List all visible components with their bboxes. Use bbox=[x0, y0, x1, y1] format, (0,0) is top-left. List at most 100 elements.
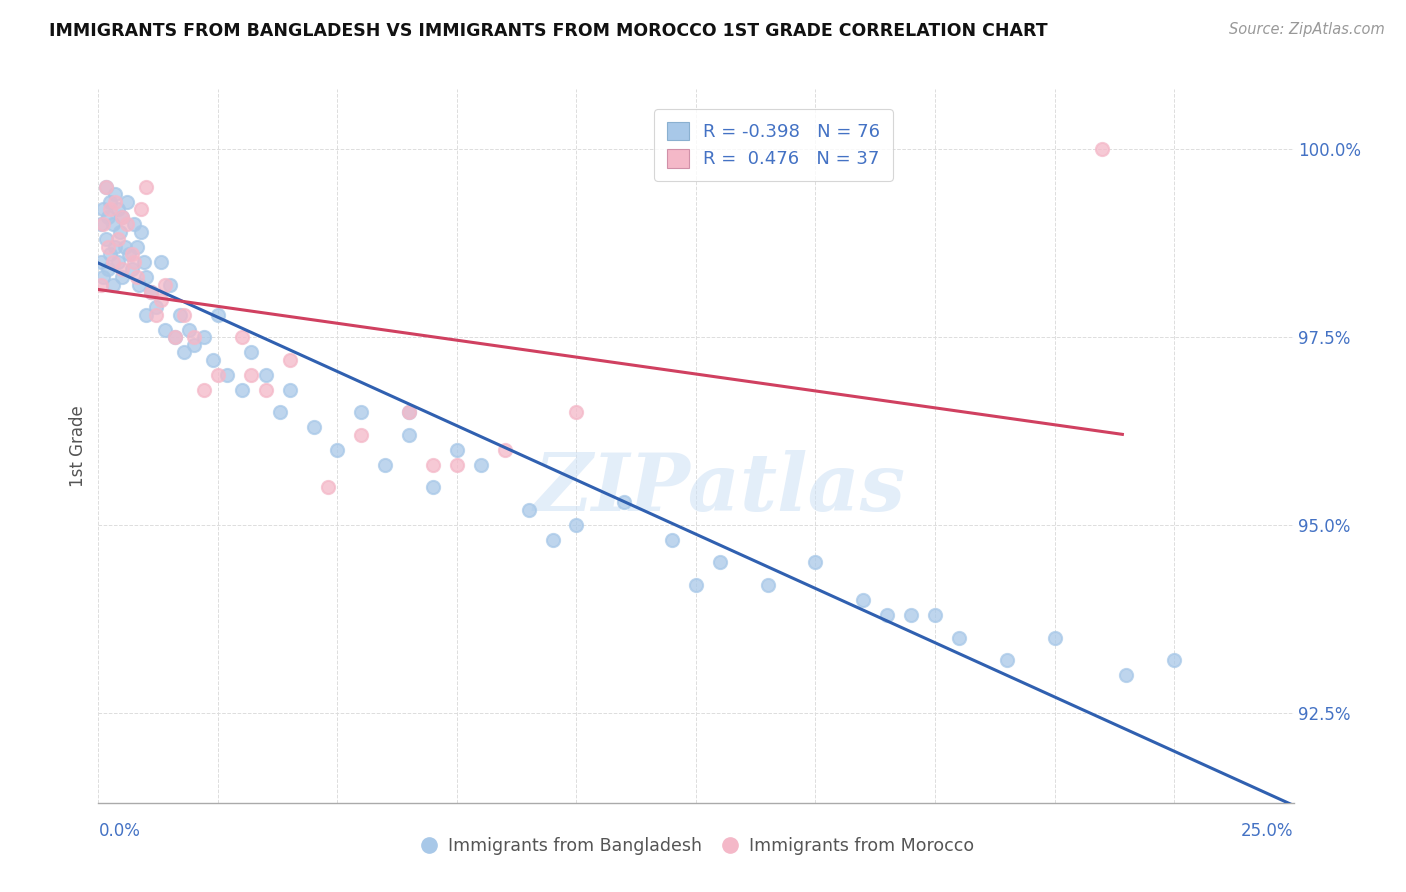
Point bbox=[145, 300, 167, 314]
Point bbox=[446, 442, 468, 457]
Point bbox=[135, 179, 157, 194]
Point bbox=[756, 578, 779, 592]
Point bbox=[104, 240, 127, 254]
Point bbox=[101, 277, 124, 292]
Point bbox=[494, 442, 516, 457]
Point bbox=[121, 247, 143, 261]
Point bbox=[613, 495, 636, 509]
Text: IMMIGRANTS FROM BANGLADESH VS IMMIGRANTS FROM MOROCCO 1ST GRADE CORRELATION CHAR: IMMIGRANTS FROM BANGLADESH VS IMMIGRANTS… bbox=[49, 22, 1047, 40]
Point bbox=[91, 270, 114, 285]
Point bbox=[107, 202, 129, 217]
Point bbox=[470, 458, 492, 472]
Point bbox=[541, 533, 564, 547]
Point bbox=[207, 368, 229, 382]
Point bbox=[876, 607, 898, 622]
Point bbox=[97, 262, 120, 277]
Point bbox=[97, 240, 120, 254]
Point bbox=[852, 593, 875, 607]
Point bbox=[125, 240, 148, 254]
Point bbox=[398, 405, 420, 419]
Point bbox=[91, 218, 114, 232]
Point bbox=[422, 480, 444, 494]
Point bbox=[254, 368, 277, 382]
Point bbox=[101, 218, 124, 232]
Point bbox=[91, 202, 114, 217]
Point bbox=[278, 383, 301, 397]
Point bbox=[163, 330, 186, 344]
Point bbox=[111, 210, 134, 224]
Point bbox=[98, 202, 122, 217]
Point bbox=[995, 653, 1018, 667]
Point bbox=[94, 232, 117, 246]
Point bbox=[661, 533, 683, 547]
Point bbox=[1043, 631, 1066, 645]
Point bbox=[139, 285, 162, 299]
Point bbox=[155, 277, 177, 292]
Point bbox=[135, 308, 157, 322]
Point bbox=[804, 556, 827, 570]
Point bbox=[183, 337, 205, 351]
Point bbox=[97, 210, 120, 224]
Point bbox=[685, 578, 707, 592]
Point bbox=[169, 308, 191, 322]
Point bbox=[124, 255, 146, 269]
Point bbox=[125, 270, 148, 285]
Point bbox=[124, 218, 146, 232]
Point bbox=[139, 285, 162, 299]
Point bbox=[111, 210, 134, 224]
Point bbox=[302, 420, 325, 434]
Point bbox=[118, 247, 141, 261]
Point bbox=[517, 503, 540, 517]
Point bbox=[202, 352, 225, 367]
Point bbox=[350, 427, 373, 442]
Point bbox=[193, 383, 215, 397]
Point bbox=[98, 194, 122, 209]
Point bbox=[132, 255, 155, 269]
Point bbox=[900, 607, 922, 622]
Point bbox=[179, 322, 201, 336]
Point bbox=[1091, 142, 1114, 156]
Point bbox=[121, 262, 143, 277]
Point bbox=[111, 262, 134, 277]
Point bbox=[173, 308, 195, 322]
Point bbox=[278, 352, 301, 367]
Point bbox=[254, 383, 277, 397]
Point bbox=[90, 218, 112, 232]
Point bbox=[193, 330, 215, 344]
Point bbox=[107, 255, 129, 269]
Point bbox=[709, 556, 731, 570]
Point bbox=[948, 631, 970, 645]
Text: ZIPatlas: ZIPatlas bbox=[534, 450, 905, 527]
Point bbox=[115, 218, 138, 232]
Point bbox=[131, 225, 153, 239]
Text: 25.0%: 25.0% bbox=[1241, 822, 1294, 839]
Point bbox=[217, 368, 239, 382]
Point bbox=[145, 308, 167, 322]
Point bbox=[107, 232, 129, 246]
Point bbox=[565, 517, 588, 532]
Text: Source: ZipAtlas.com: Source: ZipAtlas.com bbox=[1229, 22, 1385, 37]
Legend: Immigrants from Bangladesh, Immigrants from Morocco: Immigrants from Bangladesh, Immigrants f… bbox=[412, 830, 980, 862]
Point bbox=[1115, 668, 1137, 682]
Point bbox=[155, 322, 177, 336]
Point bbox=[565, 405, 588, 419]
Point bbox=[231, 383, 253, 397]
Point bbox=[111, 270, 134, 285]
Point bbox=[149, 293, 172, 307]
Point bbox=[173, 345, 195, 359]
Point bbox=[350, 405, 373, 419]
Point bbox=[316, 480, 339, 494]
Point bbox=[149, 255, 172, 269]
Point bbox=[1163, 653, 1185, 667]
Point bbox=[240, 345, 263, 359]
Point bbox=[924, 607, 946, 622]
Point bbox=[422, 458, 444, 472]
Point bbox=[94, 179, 117, 194]
Point bbox=[446, 458, 468, 472]
Point bbox=[135, 270, 157, 285]
Point bbox=[240, 368, 263, 382]
Point bbox=[163, 330, 186, 344]
Point bbox=[374, 458, 396, 472]
Point bbox=[326, 442, 349, 457]
Point bbox=[115, 194, 138, 209]
